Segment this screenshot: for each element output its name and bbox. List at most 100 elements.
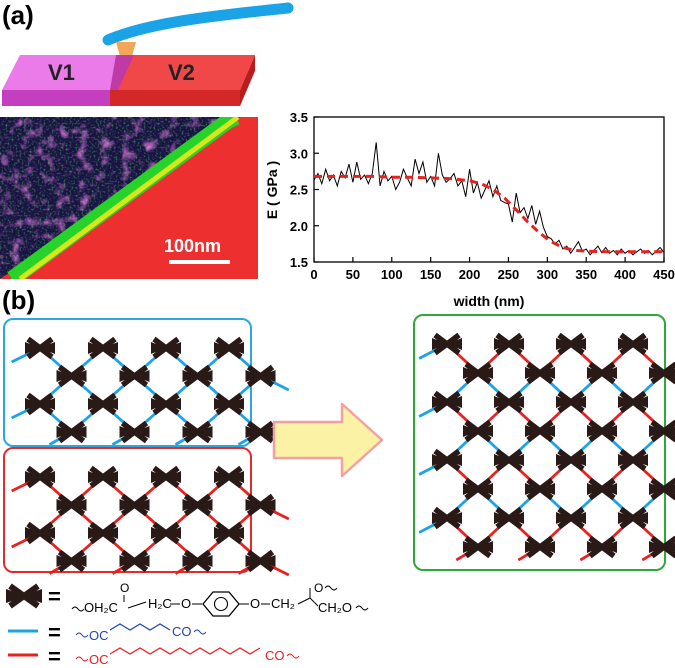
network-node	[245, 493, 276, 517]
network-node	[556, 332, 586, 356]
network-node	[649, 477, 675, 501]
network-node	[56, 549, 87, 573]
y-axis-ticks: 1.5 2.0 2.5 3.0 3.5	[290, 110, 319, 270]
y-tick-label: 3.5	[290, 110, 308, 125]
red-formula-right: CO	[265, 648, 285, 663]
x-tick-label: 350	[575, 267, 597, 282]
network-node	[556, 390, 586, 414]
panel-a-label: (a)	[2, 0, 34, 30]
blue-formula-right: CO	[172, 624, 192, 639]
network-node	[151, 465, 181, 489]
x-axis-label: width (nm)	[453, 293, 525, 309]
network-node	[25, 521, 55, 545]
x-tick-label: 250	[498, 267, 520, 282]
scale-bar-label: 100nm	[164, 236, 221, 256]
interface	[110, 55, 134, 90]
network-node	[25, 392, 55, 416]
y-axis-label: E ( GPa )	[264, 161, 280, 219]
network-node	[525, 477, 555, 501]
network-diagrams	[11, 332, 675, 577]
legend-node-equals: =	[48, 584, 61, 609]
network-node	[618, 390, 648, 414]
mixed-network	[418, 332, 675, 562]
network-node	[119, 364, 150, 388]
network-node	[525, 361, 555, 385]
network-node	[618, 506, 648, 530]
network-node	[182, 549, 213, 573]
x-tick-label: 0	[310, 267, 317, 282]
v2-top	[110, 55, 255, 90]
network-node	[88, 336, 118, 360]
y-tick-label: 2.0	[290, 219, 308, 234]
formula-ch2: CH₂	[271, 596, 295, 611]
network-node	[525, 419, 555, 443]
x-tick-label: 50	[346, 267, 360, 282]
network-node	[556, 506, 586, 530]
network-node	[245, 420, 276, 444]
network-node	[618, 448, 648, 472]
red-network	[11, 465, 290, 577]
network-node	[587, 419, 617, 443]
network-node	[151, 336, 181, 360]
network-node	[88, 465, 118, 489]
legend-node-symbol	[6, 583, 42, 609]
block-v2-label: V2	[168, 60, 195, 85]
formula-right: CH₂O	[318, 600, 352, 615]
x-tick-label: 150	[420, 267, 442, 282]
network-node	[88, 521, 118, 545]
v2-side	[240, 55, 255, 106]
network-node	[494, 390, 524, 414]
network-node	[463, 535, 493, 559]
network-node	[587, 477, 617, 501]
legend-blue-equals: =	[48, 620, 61, 645]
network-node	[119, 493, 150, 517]
formula-o1: O	[120, 581, 129, 595]
network-node	[494, 506, 524, 530]
formula-left: OH₂C	[84, 600, 118, 615]
network-node	[587, 535, 617, 559]
network-node	[463, 361, 493, 385]
network-node	[182, 364, 213, 388]
transition-arrow	[272, 402, 384, 478]
network-node	[151, 521, 181, 545]
block-v1-label: V1	[48, 60, 75, 85]
cantilever	[102, 2, 294, 46]
x-tick-label: 400	[614, 267, 636, 282]
legend: = O OH₂C H₂C O O CH₂ O CH₂O = OC CO =	[6, 581, 369, 668]
scale-bar	[169, 260, 230, 264]
mixed-network-box	[413, 314, 666, 571]
v1-front	[2, 90, 110, 106]
x-axis-ticks: 0 50 100 150 200 250 300 350 400 450	[310, 257, 675, 282]
network-node	[432, 506, 462, 530]
network-node	[56, 493, 87, 517]
network-node	[649, 535, 675, 559]
network-node	[25, 336, 55, 360]
y-tick-label: 3.0	[290, 146, 308, 161]
network-node	[556, 448, 586, 472]
network-node	[432, 448, 462, 472]
benzene-ring	[202, 591, 240, 617]
afm-schematic: V1 V2	[2, 2, 294, 106]
blue-formula: OC CO	[75, 623, 207, 643]
network-node	[214, 521, 244, 545]
arrow-shape	[272, 402, 384, 478]
network-node	[525, 535, 555, 559]
network-node	[432, 332, 462, 356]
network-node	[618, 332, 648, 356]
network-node	[182, 420, 213, 444]
chart-series	[313, 142, 665, 256]
x-tick-label: 450	[653, 267, 675, 282]
y-tick-label: 2.5	[290, 183, 308, 198]
formula-h2c: H₂C	[148, 596, 172, 611]
network-node	[151, 392, 181, 416]
network-node	[463, 477, 493, 501]
legend-red-equals: =	[48, 644, 61, 668]
red-formula: OC CO	[75, 647, 300, 667]
formula-o3: O	[250, 596, 260, 611]
panel-b-label: (b)	[2, 285, 36, 315]
network-node	[25, 465, 55, 489]
network-node	[432, 390, 462, 414]
modulus-map: 100nm	[0, 117, 258, 279]
network-node	[245, 549, 276, 573]
v1-top	[2, 55, 125, 90]
